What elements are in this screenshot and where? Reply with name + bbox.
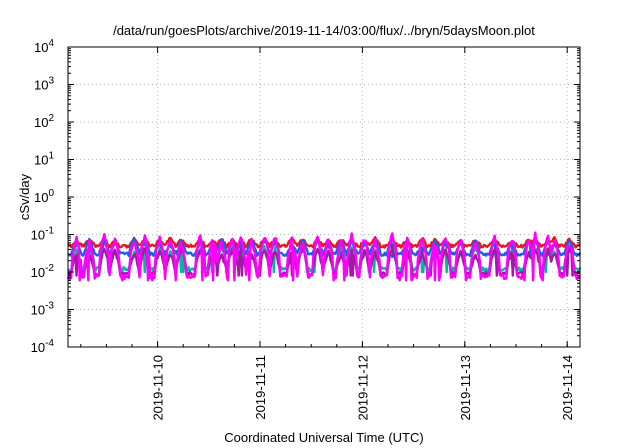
x-axis-label: Coordinated Universal Time (UTC)	[224, 430, 423, 445]
y-tick-label: 10-2	[31, 263, 55, 280]
series-layer	[66, 231, 582, 282]
chart-title: /data/run/goesPlots/archive/2019-11-14/0…	[113, 23, 535, 38]
x-tick-label: 2019-11-11	[253, 355, 268, 420]
y-tick-label: 103	[34, 76, 54, 93]
y-tick-label: 10-3	[31, 301, 55, 318]
x-tick-label: 2019-11-13	[458, 355, 473, 421]
y-tick-label: 10-4	[31, 338, 55, 355]
axes: 10-4 10-3 10-2 10-1 100 101 102 103 104 2019-11-1…	[31, 38, 580, 421]
y-tick-label: 104	[34, 38, 54, 55]
grid	[68, 47, 580, 347]
y-tick-label: 101	[34, 151, 54, 168]
y-tick-label: 102	[34, 113, 54, 130]
y-tick-label: 100	[34, 188, 54, 205]
y-tick-label: 10-1	[31, 226, 55, 243]
x-tick-label: 2019-11-12	[355, 355, 370, 421]
series-line-2	[67, 237, 582, 259]
x-tick-label: 2019-11-10	[151, 355, 166, 421]
y-axis-label: cSv/day	[17, 173, 32, 220]
series-line-5	[66, 231, 581, 282]
x-tick-label: 2019-11-14	[560, 355, 575, 421]
